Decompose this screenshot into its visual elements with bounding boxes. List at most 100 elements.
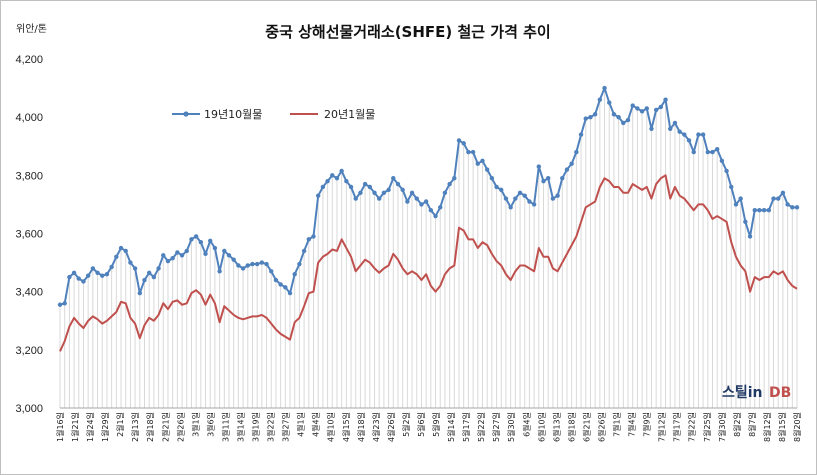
x-tick-label: 6월21일: [581, 412, 591, 442]
series1-point: [438, 205, 443, 210]
series1-point: [226, 253, 232, 258]
series1-point: [677, 129, 682, 134]
series1-point: [128, 260, 133, 265]
series1-point: [405, 199, 410, 204]
series1-point: [132, 266, 138, 271]
series1-point: [574, 149, 579, 155]
series1-point: [353, 196, 358, 201]
series1-point: [456, 138, 462, 143]
series1-point: [165, 258, 171, 264]
series1-point: [146, 270, 152, 275]
series1-point: [67, 274, 72, 280]
series1-point: [513, 196, 518, 201]
series1-point: [320, 184, 326, 190]
series1-point: [278, 282, 283, 287]
x-tick-label: 1월16일: [55, 412, 65, 442]
series1-point: [193, 234, 199, 239]
series-lines: [57, 85, 800, 352]
series1-point: [710, 149, 715, 155]
series1-point: [372, 190, 377, 195]
series1-point: [344, 178, 349, 184]
series1-point: [137, 290, 143, 296]
x-tick-label: 5월14일: [446, 412, 456, 442]
series1-point: [325, 178, 330, 184]
series1-point: [231, 257, 236, 262]
series1-point: [639, 109, 645, 114]
series1-point: [625, 117, 631, 123]
x-tick-label: 7월1일: [612, 412, 622, 437]
series1-point: [480, 158, 485, 163]
series1-point: [386, 187, 391, 193]
series1-point: [719, 158, 725, 163]
series1-point: [391, 176, 396, 181]
legend: 19년10월물 20년1월물: [172, 108, 375, 121]
x-tick-label: 4월1일: [296, 412, 306, 437]
x-tick-label: 7월9일: [642, 412, 652, 437]
series1-point: [466, 149, 471, 155]
series1-point: [250, 261, 255, 267]
x-tick-label: 8월2일: [732, 412, 742, 437]
series1-point: [635, 106, 640, 111]
series1-point: [527, 199, 532, 204]
x-tick-label: 2월13일: [130, 412, 140, 442]
series1-point: [118, 245, 124, 251]
series1-point: [729, 184, 734, 190]
series1-point: [85, 273, 91, 278]
x-tick-label: 6월26일: [596, 412, 606, 442]
series1-point: [705, 149, 711, 155]
series1-point: [428, 208, 434, 213]
x-tick-label: 3월6일: [205, 412, 215, 437]
x-tick-label: 3월22일: [266, 412, 276, 442]
series1-point: [668, 126, 673, 131]
series1-point: [602, 85, 607, 91]
series1-point: [395, 181, 401, 187]
x-axis-ticks: 1월16일 1월21일 1월24일 1월29일 2월1일 2월13일 2월18일 2월21일 2…: [55, 412, 802, 442]
series1-point: [700, 132, 706, 137]
x-tick-label: 6월4일: [521, 412, 531, 437]
series1-point: [311, 234, 316, 239]
x-tick-label: 8월15일: [777, 412, 787, 442]
series1-point: [564, 167, 570, 172]
x-tick-label: 5월6일: [416, 412, 426, 437]
series1-point: [738, 196, 743, 201]
x-tick-label: 8월20일: [792, 412, 802, 442]
series1-point: [649, 126, 654, 131]
series1-point: [691, 149, 696, 155]
x-tick-label: 5월9일: [431, 412, 441, 437]
series1-point: [236, 263, 241, 268]
series1-point: [414, 196, 419, 201]
series1-point: [109, 264, 114, 270]
series1-point: [184, 248, 189, 254]
series1-point: [569, 161, 574, 166]
series1-point: [71, 270, 77, 275]
series1-point: [503, 196, 509, 201]
series1-point: [179, 253, 185, 258]
x-tick-label: 6월13일: [551, 412, 561, 442]
watermark-logo: 스틸in DB: [722, 385, 791, 401]
series1-point: [517, 190, 523, 195]
x-tick-label: 3월27일: [281, 412, 291, 442]
x-tick-label: 5월17일: [461, 412, 471, 442]
x-tick-label: 4월18일: [356, 412, 366, 442]
series1-point: [245, 263, 250, 268]
series1-point: [254, 261, 260, 267]
series1-point: [616, 114, 621, 120]
y-axis-unit: 위안/톤: [16, 22, 47, 35]
series1-point: [630, 103, 635, 108]
series1-point: [475, 161, 480, 166]
series1-point: [142, 277, 147, 283]
series1-point: [546, 176, 551, 181]
series1-point: [508, 205, 513, 210]
series1-point: [621, 120, 626, 126]
series1-point: [151, 274, 157, 280]
series1-point: [409, 190, 415, 195]
series1-point: [400, 187, 405, 193]
series1-point: [494, 184, 499, 190]
series1-point: [161, 253, 166, 258]
series1-point: [315, 193, 321, 198]
x-tick-label: 2월1일: [115, 412, 125, 437]
series1-point: [170, 256, 175, 261]
chart-title: 중국 상해선물거래소(SHFE) 철근 가격 추이: [265, 23, 550, 41]
series1-point: [377, 196, 382, 201]
